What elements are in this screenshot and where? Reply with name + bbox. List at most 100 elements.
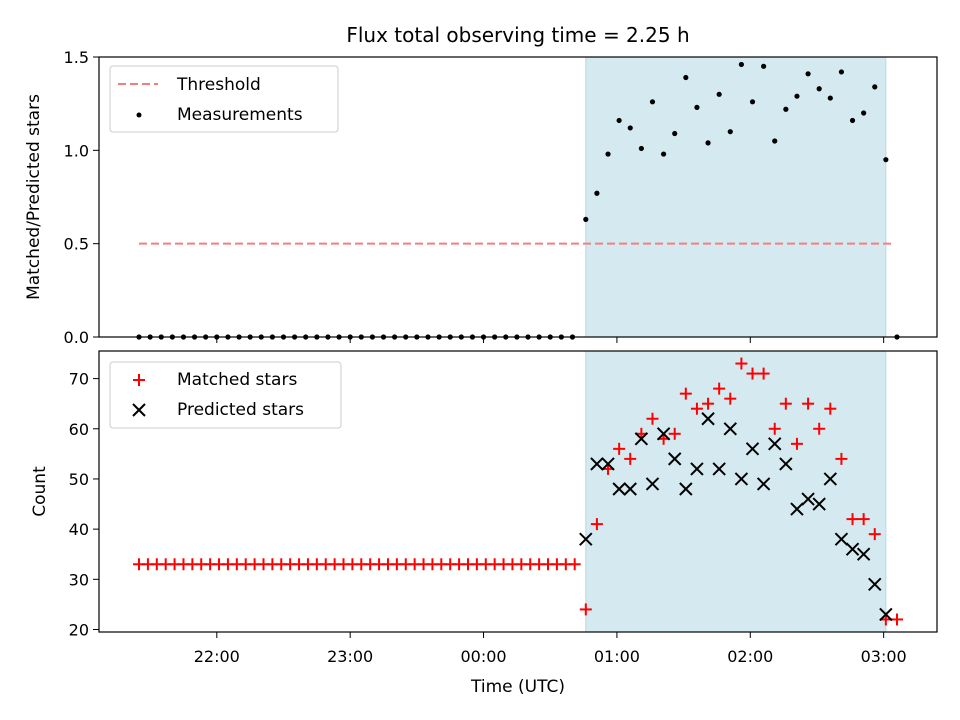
- measurement-point: [772, 138, 778, 144]
- top-legend-box: [109, 65, 339, 133]
- matched-star-point: [613, 442, 626, 455]
- bottom-y-tick-label: 40: [69, 520, 89, 539]
- legend-measurement-swatch: [136, 112, 142, 118]
- matched-star-point: [790, 437, 803, 450]
- top-y-tick-label: 0.5: [64, 235, 89, 254]
- matched-star-point: [679, 387, 692, 400]
- matched-star-point: [646, 412, 659, 425]
- predicted-star-point: [612, 482, 626, 496]
- measurement-point: [683, 74, 689, 81]
- measurement-point: [727, 129, 733, 135]
- predicted-star-point: [679, 482, 693, 496]
- x-tick-label: 22:00: [194, 647, 240, 666]
- measurement-point: [616, 117, 622, 124]
- predicted-star-point: [723, 422, 737, 436]
- matched-star-point: [579, 603, 592, 616]
- legend-measurements-label: Measurements: [177, 105, 303, 125]
- predicted-star-point: [634, 432, 649, 446]
- measurement-point: [838, 69, 845, 75]
- matched-star-point: [568, 558, 581, 571]
- matched-star-point: [746, 367, 759, 380]
- matched-star-point: [813, 422, 826, 435]
- predicted-star-point: [790, 502, 804, 516]
- measurement-point: [605, 151, 611, 157]
- matched-star-point: [802, 397, 815, 410]
- matched-star-point: [835, 452, 848, 465]
- predicted-star-point: [801, 492, 815, 506]
- legend-threshold-label: Threshold: [176, 75, 261, 95]
- x-tick-label: 01:00: [594, 647, 640, 666]
- predicted-star-point: [812, 497, 826, 511]
- predicted-star-point: [601, 457, 615, 471]
- measurement-point: [761, 63, 767, 69]
- bottom-axes: 20 30 40 50 60 70 22:00 23:00 00:00 01:00 02:00 03:…: [69, 370, 907, 666]
- measurement-point: [660, 151, 667, 157]
- measurement-point: [783, 106, 789, 112]
- matched-star-point: [690, 402, 703, 415]
- measurement-point: [716, 91, 722, 97]
- measurement-point: [805, 71, 811, 77]
- matched-star-point: [868, 528, 881, 541]
- top-panel: 0.0 0.5 1.0 1.5 Matched/Predicted stars Thr…: [24, 48, 938, 347]
- matched-star-point: [857, 513, 870, 526]
- chart-title: Flux total observing time = 2.25 h: [346, 23, 689, 47]
- legend-matched-swatch: [133, 374, 145, 386]
- measurement-point: [705, 140, 711, 146]
- predicted-star-point: [579, 532, 593, 546]
- top-legend: Threshold Measurements: [109, 65, 339, 133]
- measurement-point: [694, 104, 700, 110]
- measurement-point: [738, 61, 744, 68]
- predicted-star-point: [656, 427, 671, 441]
- measurement-point: [849, 117, 856, 124]
- matched-star-point: [824, 402, 837, 415]
- predicted-star-point: [768, 437, 782, 451]
- bottom-y-tick-label: 20: [69, 620, 89, 639]
- bottom-y-axis-label: Count: [30, 466, 50, 517]
- bottom-plot-frame: [98, 350, 938, 633]
- matched-star-point: [735, 357, 748, 370]
- matched-star-point: [846, 513, 859, 526]
- predicted-star-point: [734, 472, 749, 486]
- x-axis-label: Time (UTC): [470, 677, 565, 697]
- measurement-point: [872, 84, 878, 90]
- predicted-star-point: [834, 532, 849, 546]
- matched-star-point: [702, 397, 715, 410]
- top-y-axis-label: Matched/Predicted stars: [24, 94, 44, 300]
- matched-star-point: [724, 392, 737, 405]
- measurement-point: [583, 216, 589, 222]
- x-tick-label: 00:00: [460, 647, 506, 666]
- matched-star-point: [668, 427, 681, 440]
- predicted-star-point: [868, 577, 882, 592]
- predicted-star-point: [756, 477, 771, 491]
- x-tick-label: 02:00: [727, 647, 773, 666]
- predicted-star-point: [668, 452, 682, 466]
- predicted-star-point: [701, 412, 715, 426]
- count-points: [133, 357, 903, 626]
- measurement-point: [672, 130, 678, 137]
- predicted-star-point: [623, 482, 637, 496]
- top-y-tick-label: 0.0: [64, 328, 89, 347]
- matched-star-point: [624, 452, 637, 465]
- matched-star-point: [590, 518, 603, 531]
- bottom-y-tick-label: 30: [69, 570, 89, 589]
- x-tick-label: 03:00: [861, 647, 907, 666]
- bottom-y-tick-label: 70: [69, 370, 89, 389]
- measurement-point: [594, 190, 600, 196]
- bottom-highlight-span: [585, 350, 887, 633]
- bottom-panel: 20 30 40 50 60 70 22:00 23:00 00:00 01:00 02:00 03:…: [30, 350, 938, 697]
- matched-star-point: [890, 613, 903, 626]
- legend-predicted-swatch: [132, 403, 146, 417]
- top-plot-frame: [98, 56, 938, 338]
- x-tick-label: 23:00: [327, 647, 373, 666]
- legend-matched-label: Matched stars: [177, 370, 297, 390]
- bottom-legend: Matched stars Predicted stars: [109, 361, 342, 429]
- matched-star-point: [757, 367, 770, 380]
- measurement-point: [794, 93, 800, 99]
- top-y-tick-label: 1.0: [64, 141, 89, 160]
- measurement-point: [638, 145, 644, 152]
- predicted-star-point: [879, 607, 893, 622]
- predicted-star-point: [712, 462, 726, 476]
- measurement-point: [627, 125, 633, 131]
- predicted-star-point: [590, 457, 604, 471]
